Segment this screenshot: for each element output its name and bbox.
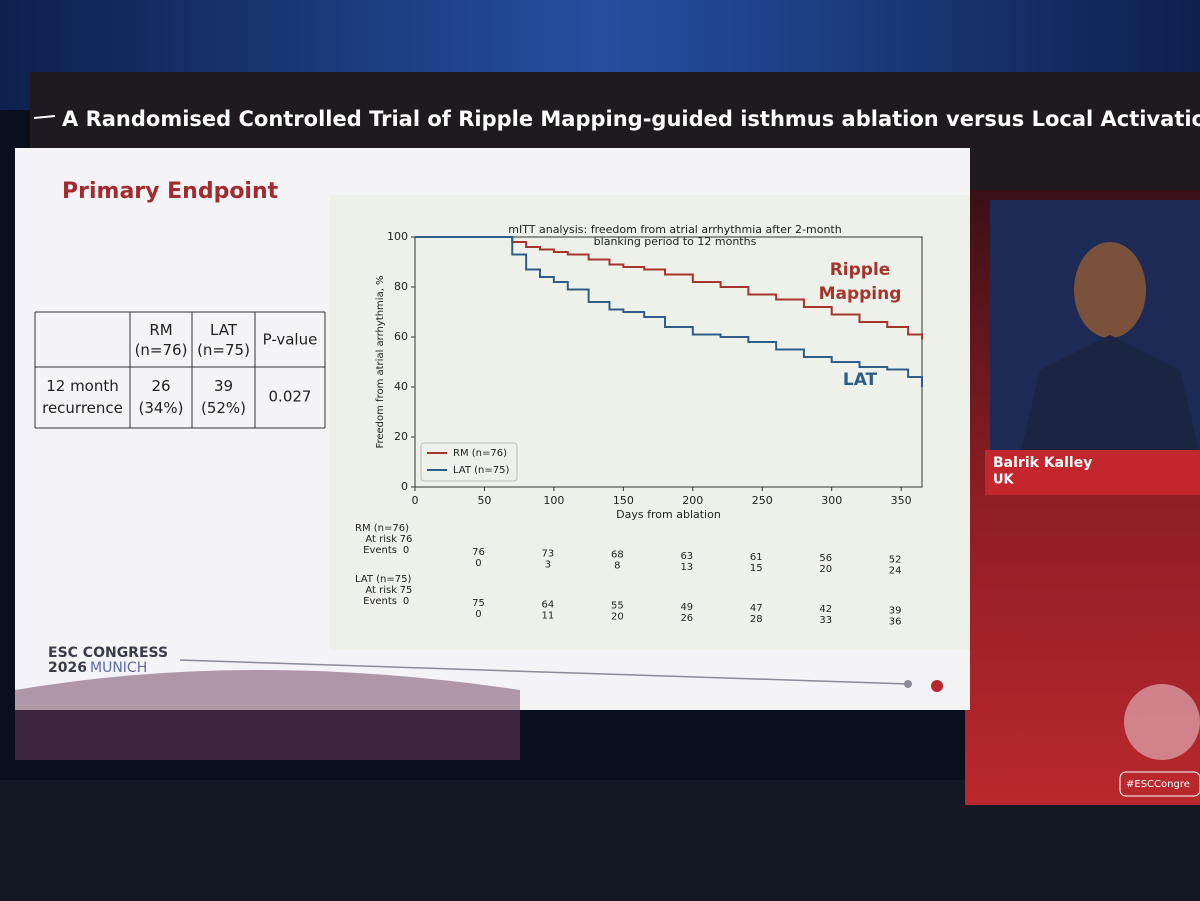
- risk-value: 3: [545, 559, 551, 570]
- hashtag-box: [1119, 771, 1200, 797]
- header-title: A Randomised Controlled Trial of Ripple …: [62, 107, 1200, 131]
- y-tick-label: 60: [394, 330, 408, 343]
- risk-value: 64: [542, 599, 555, 610]
- risk-value: 26: [680, 613, 693, 624]
- y-tick-label: 100: [387, 230, 408, 243]
- risk-value: 75: [472, 598, 485, 609]
- risk-value: 76: [400, 534, 413, 545]
- table-cell: 39 (52%): [201, 377, 246, 417]
- speaker-name: Balrik Kalley: [993, 455, 1092, 471]
- risk-value: 20: [611, 612, 624, 623]
- risk-value: 24: [889, 565, 902, 576]
- footer-city: MUNICH: [90, 660, 147, 676]
- risk-value: 75: [400, 585, 413, 596]
- y-tick-label: 20: [394, 430, 408, 443]
- risk-value: 20: [819, 564, 832, 575]
- column-header: P-value: [263, 331, 318, 349]
- footer-dot: [904, 680, 912, 688]
- risk-value: 76: [472, 547, 485, 558]
- chart-title: blanking period to 12 months: [594, 235, 757, 248]
- risk-value: 36: [889, 616, 902, 627]
- table-cell: 26 (34%): [138, 377, 183, 417]
- risk-value: 73: [542, 548, 555, 559]
- risk-value: 28: [750, 614, 763, 625]
- risk-value: 39: [889, 605, 902, 616]
- chart-title: mITT analysis: freedom from atrial arrhy…: [508, 223, 841, 236]
- risk-value: 42: [819, 604, 832, 615]
- y-tick-label: 0: [401, 480, 408, 493]
- legend-label: LAT (n=75): [453, 465, 509, 476]
- header-dash: [33, 115, 56, 119]
- curve-annotation: Ripple: [830, 260, 891, 280]
- survival-curve: [415, 236, 923, 387]
- x-tick-label: 200: [682, 494, 703, 507]
- risk-group: LAT (n=75): [355, 574, 411, 585]
- legend-label: RM (n=76): [453, 448, 507, 459]
- risk-value: 56: [819, 553, 832, 564]
- risk-value: 8: [614, 561, 620, 572]
- endpoint-table: RM (n=76)LAT (n=75) P-value 12 month recurren…: [34, 311, 326, 429]
- x-tick-label: 250: [752, 494, 773, 507]
- km-chart: mITT analysis: freedom from atrial arrhy…: [355, 223, 923, 627]
- plot-frame: [414, 236, 923, 488]
- risk-value: 47: [750, 603, 763, 614]
- risk-value: 0: [403, 596, 409, 607]
- y-tick-label: 80: [394, 280, 408, 293]
- x-tick-label: 100: [543, 494, 564, 507]
- risk-value: 15: [750, 563, 763, 574]
- footer-line: [179, 659, 909, 685]
- footer-year: 2026: [48, 660, 87, 676]
- column-header: RM (n=76): [135, 321, 188, 359]
- x-tick-label: 50: [477, 494, 491, 507]
- hashtag: #ESCCongre: [1126, 779, 1190, 790]
- risk-row-label: At risk: [365, 585, 397, 596]
- logo-orb: [1124, 684, 1200, 760]
- footer-congress: ESC CONGRESS: [48, 645, 168, 661]
- x-tick-label: 150: [613, 494, 634, 507]
- risk-value: 63: [680, 551, 693, 562]
- curve-annotation: Mapping: [819, 284, 902, 304]
- risk-value: 52: [889, 554, 902, 565]
- x-tick-label: 0: [412, 494, 419, 507]
- column-header: LAT (n=75): [197, 321, 250, 359]
- speaker-head: [1074, 242, 1146, 338]
- risk-value: 61: [750, 552, 763, 563]
- risk-value: 13: [680, 562, 693, 573]
- risk-group: RM (n=76): [355, 523, 409, 534]
- chart-panel: [330, 195, 970, 650]
- row-label: 12 month recurrence: [42, 377, 123, 417]
- name-bar: [985, 450, 1200, 495]
- speaker-suit: [1020, 335, 1200, 455]
- risk-value: 68: [611, 550, 624, 561]
- x-tick-label: 300: [821, 494, 842, 507]
- y-axis-label: Freedom from atrial arrhythmia, %: [375, 275, 386, 448]
- survival-curve: [415, 236, 923, 340]
- risk-value: 0: [403, 545, 409, 556]
- risk-value: 33: [819, 615, 832, 626]
- footer-dot-red: [931, 680, 943, 692]
- risk-value: 11: [542, 610, 555, 621]
- risk-row-label: At risk: [365, 534, 397, 545]
- slide-decoration: [15, 670, 520, 760]
- risk-row-label: Events: [363, 545, 397, 556]
- risk-row-label: Events: [363, 596, 397, 607]
- risk-value: 49: [680, 602, 693, 613]
- risk-value: 0: [475, 558, 481, 569]
- risk-value: 55: [611, 601, 624, 612]
- x-tick-label: 350: [891, 494, 912, 507]
- y-tick-label: 40: [394, 380, 408, 393]
- x-axis-label: Days from ablation: [616, 508, 721, 521]
- curve-annotation: LAT: [843, 370, 878, 390]
- slide-heading: Primary Endpoint: [62, 179, 279, 204]
- speaker-country: UK: [993, 473, 1015, 488]
- table-cell: 0.027: [269, 388, 312, 406]
- risk-value: 0: [475, 609, 481, 620]
